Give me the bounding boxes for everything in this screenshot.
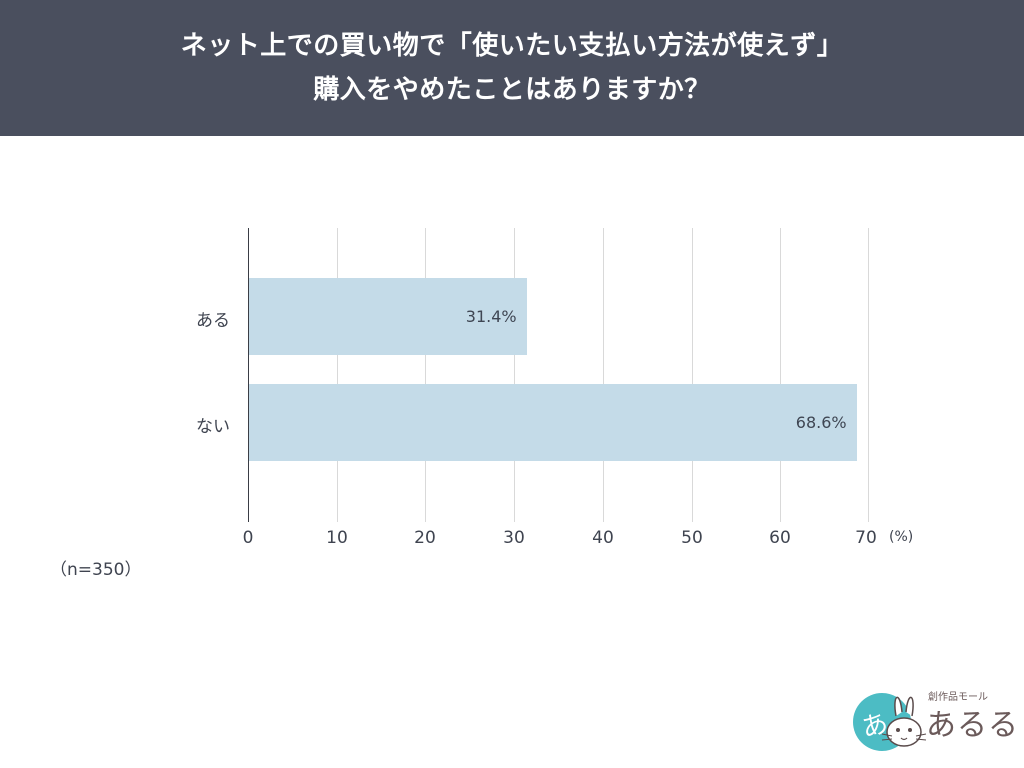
gridline-10 [336,228,338,522]
gridline-30 [514,228,516,522]
chart-title-line-2: 購入をやめたことはありますか？ [313,75,711,105]
bar-aru: 31.4% [248,278,527,355]
brand-logo: あ 創作品モール あるる [852,686,1018,756]
x-tick-20: 20 [414,528,436,548]
category-label-nai: ない [196,417,230,437]
x-axis-unit: (%) [889,529,914,545]
gridline-20 [425,228,427,522]
bar-value-label: 31.4% [465,307,517,326]
category-label-aru: ある [196,311,230,331]
logo-wordmark: あるる [926,708,1019,743]
gridline-50 [691,228,693,522]
chart-title-line-1: ネット上での買い物で「使いたい支払い方法が使えず」 [180,31,844,61]
gridline-70 [868,228,869,522]
x-tick-50: 50 [681,528,703,548]
gridline-40 [602,228,604,522]
x-tick-60: 60 [769,528,791,548]
plot-area: 31.4% 68.6% [248,228,869,522]
x-tick-70: 70 [855,528,877,548]
x-tick-40: 40 [592,528,614,548]
rabbit-logo-icon: あ [853,693,927,751]
x-tick-0: 0 [242,528,254,548]
x-tick-30: 30 [503,528,525,548]
logo-tagline: 創作品モール [928,692,988,703]
bar-nai: 68.6% [248,384,857,461]
y-axis-line [248,228,249,522]
bar-value-label: 68.6% [795,413,847,432]
sample-size-note: （n=350） [50,560,142,580]
gridline-60 [780,228,782,522]
x-tick-10: 10 [326,528,348,548]
chart-title-banner: ネット上での買い物で「使いたい支払い方法が使えず」 購入をやめたことはありますか… [0,0,1024,136]
